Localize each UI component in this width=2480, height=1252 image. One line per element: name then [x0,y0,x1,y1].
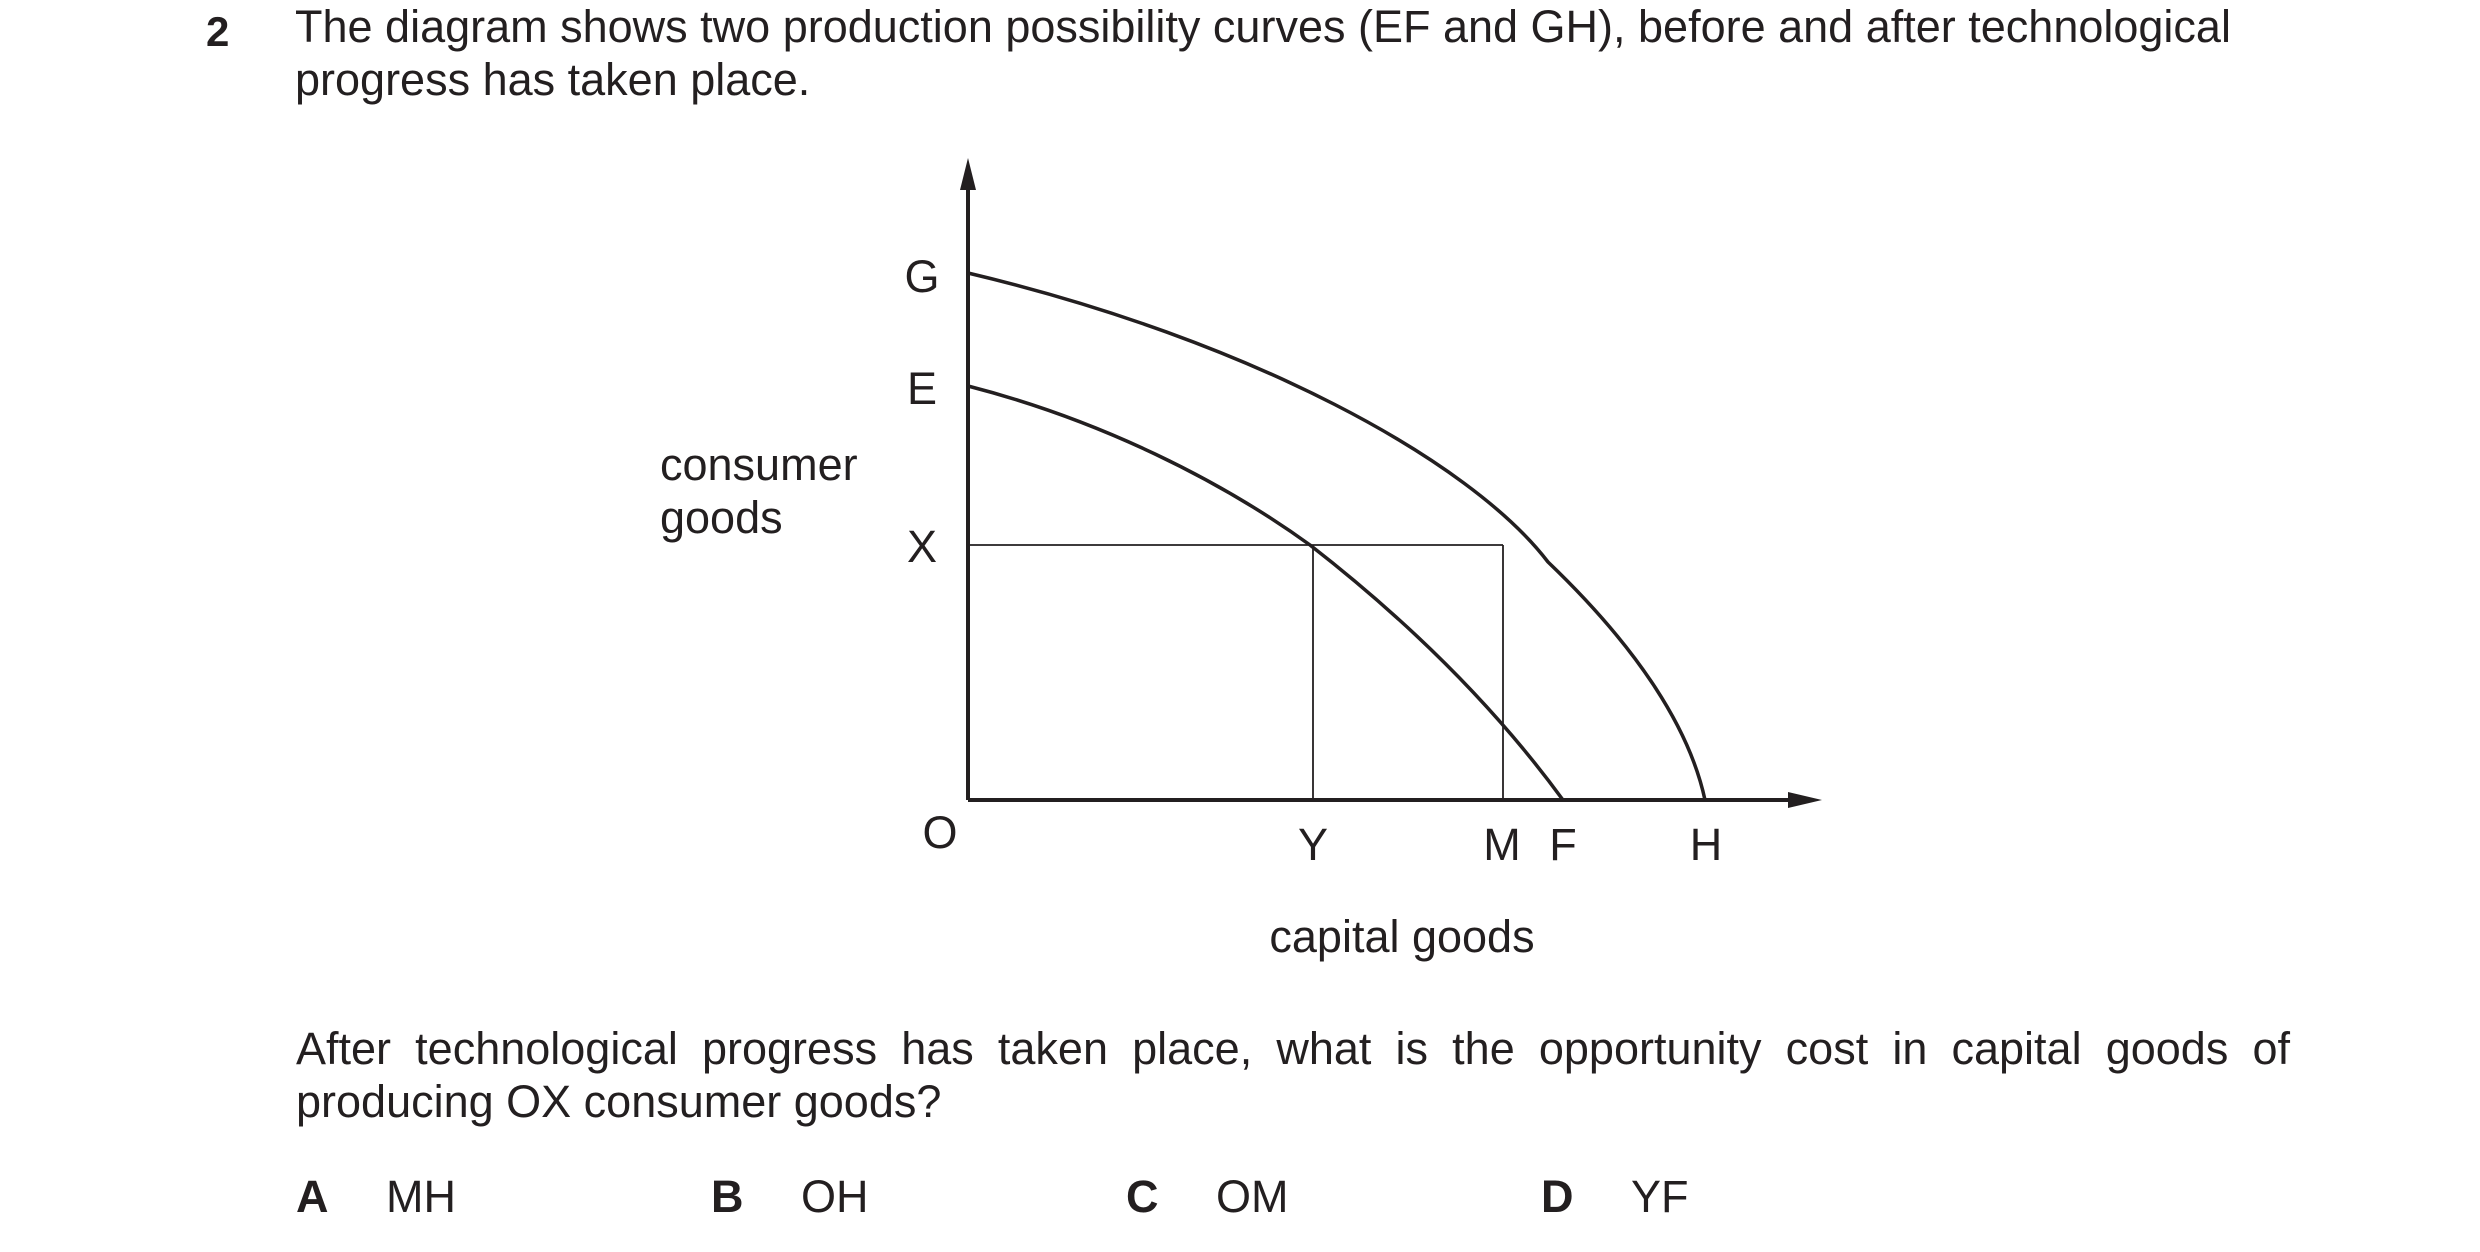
option-c[interactable]: C OM [1126,1170,1289,1223]
label-G: G [904,251,939,302]
option-b-text: OH [801,1171,869,1222]
option-a-text: MH [386,1171,456,1222]
label-H: H [1690,819,1723,870]
curve-GH [967,271,1707,801]
option-c-text: OM [1216,1171,1289,1222]
option-b-letter: B [711,1171,744,1222]
label-X: X [907,521,937,572]
question-prompt-line1: After technological progress has taken p… [296,1023,2290,1074]
curve-EF [967,384,1565,802]
y-axis-label-line1: consumer [660,439,858,490]
option-d[interactable]: D YF [1541,1170,1689,1223]
label-Y: Y [1298,819,1328,870]
y-axis-label-line2: goods [660,492,783,543]
question-stem-line2: progress has taken place. [295,54,811,105]
question-stem-line1: The diagram shows two production possibi… [295,1,2231,52]
question-prompt-line2: producing OX consumer goods? [296,1076,942,1127]
label-O: O [922,807,957,858]
x-axis-arrowhead [1788,792,1822,808]
option-d-letter: D [1541,1171,1574,1222]
option-c-letter: C [1126,1171,1159,1222]
label-F: F [1549,819,1577,870]
label-M: M [1483,819,1521,870]
option-a[interactable]: A MH [296,1170,456,1223]
ppc-diagram: G E X O Y M F H consumer goods capital g… [660,158,1822,962]
option-a-letter: A [296,1171,329,1222]
question-prompt: After technological progress has taken p… [296,1022,2290,1128]
x-axis-label: capital goods [1269,911,1534,962]
option-b[interactable]: B OH [711,1170,869,1223]
option-d-text: YF [1631,1171,1689,1222]
question-number: 2 [206,8,230,55]
label-E: E [907,363,937,414]
question-stem: The diagram shows two production possibi… [295,0,2295,106]
y-axis-arrowhead [960,158,976,190]
